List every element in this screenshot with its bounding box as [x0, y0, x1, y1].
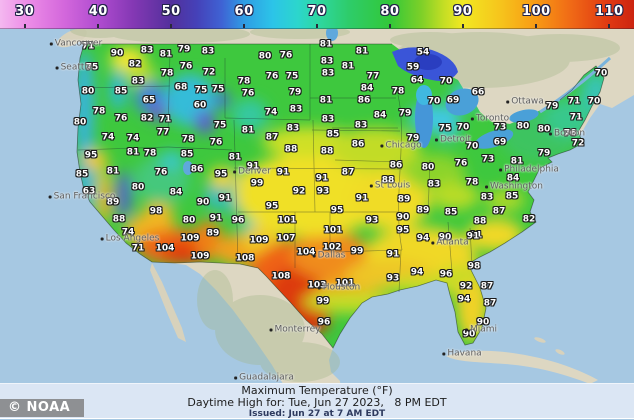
lake-ontario — [509, 109, 539, 123]
lake-huron — [445, 88, 479, 116]
caption-panel: Maximum Temperature (°F) Daytime High fo… — [0, 383, 634, 419]
st-lawrence-river — [539, 56, 612, 114]
colorbar-tick-110: 110 — [594, 4, 624, 19]
colorbar-tickmark-icon — [243, 24, 246, 28]
temperature-colorbar: 30 40 50 60 70 80 90 100 110 — [0, 0, 634, 29]
colorbar-tickmark-icon — [170, 24, 173, 28]
caption-issued-time: Issued: Jun 27 at 7 AM EDT — [248, 409, 386, 419]
state-borders — [77, 44, 473, 293]
cuba — [446, 350, 598, 384]
lake-erie — [474, 129, 514, 149]
colorbar-tickmark-icon — [23, 24, 26, 28]
colorbar-tickmark-icon — [608, 24, 611, 28]
colorbar-tickmark-icon — [388, 24, 391, 28]
colorbar-tick-50: 50 — [161, 4, 181, 19]
noaa-attribution-badge: © NOAA — [0, 399, 85, 417]
baja-peninsula — [150, 263, 186, 342]
vancouver-island — [57, 28, 87, 48]
colorbar-tick-70: 70 — [307, 4, 327, 19]
colorbar-tickmark-icon — [316, 24, 318, 28]
colorbar-tick-40: 40 — [88, 4, 108, 19]
us-outline — [76, 43, 605, 349]
colorbar-tick-30: 30 — [15, 4, 35, 19]
colorbar-tick-60: 60 — [234, 4, 254, 19]
caption-title: Maximum Temperature (°F) — [241, 384, 393, 397]
colorbar-tickmark-icon — [461, 24, 464, 28]
colorbar-tickmark-icon — [535, 24, 538, 28]
great-salt-lake — [183, 161, 193, 175]
colorbar-tick-100: 100 — [522, 4, 551, 19]
colorbar-tick-90: 90 — [453, 4, 473, 19]
caption-valid-time: Daytime High for: Tue, Jun 27 2023, 8 PM… — [187, 396, 447, 409]
great-lakes — [183, 25, 612, 175]
colorbar-tickmark-icon — [97, 24, 100, 28]
colorbar-tick-80: 80 — [380, 4, 400, 19]
